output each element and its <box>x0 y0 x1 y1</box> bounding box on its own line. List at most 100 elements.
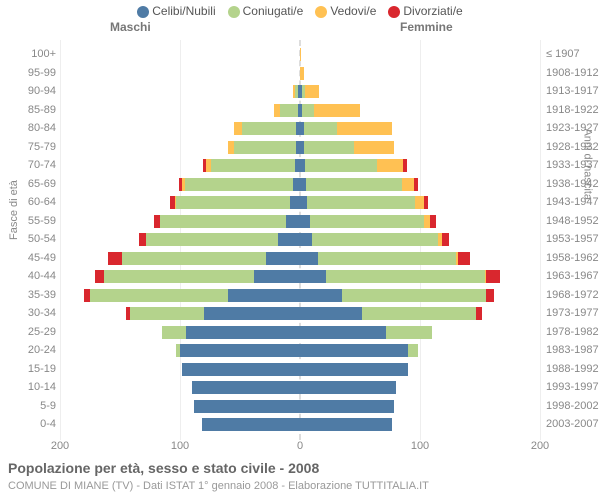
bar-female-divorced <box>476 307 482 320</box>
y-tick-left: 90-94 <box>0 83 56 100</box>
y-tick-right: 1928-1932 <box>546 139 600 156</box>
bar-female-married <box>310 215 424 228</box>
y-tick-left: 30-34 <box>0 305 56 322</box>
bar-male-divorced <box>95 270 105 283</box>
pyramid-row <box>60 65 540 82</box>
bar-female-widowed <box>337 122 392 135</box>
pyramid-row <box>60 139 540 156</box>
pyramid-row <box>60 416 540 433</box>
legend-swatch <box>315 6 327 18</box>
pyramid-row <box>60 194 540 211</box>
bar-male-single <box>194 400 300 413</box>
bar-female-divorced <box>430 215 436 228</box>
y-tick-right: 1923-1927 <box>546 120 600 137</box>
bar-male-widowed <box>234 122 242 135</box>
bar-female-married <box>326 270 484 283</box>
bar-female-single <box>300 252 318 265</box>
y-tick-right: 1908-1912 <box>546 65 600 82</box>
bar-male-married <box>242 122 296 135</box>
bar-male-single <box>180 344 300 357</box>
legend-item: Vedovi/e <box>315 4 376 18</box>
bar-female-married <box>306 178 402 191</box>
y-tick-right: 1973-1977 <box>546 305 600 322</box>
grid-line <box>540 40 541 440</box>
bar-female-divorced <box>414 178 418 191</box>
bar-female-single <box>300 270 326 283</box>
y-tick-left: 25-29 <box>0 324 56 341</box>
bar-male-married <box>185 178 293 191</box>
pyramid-row <box>60 83 540 100</box>
bar-female-married <box>304 122 338 135</box>
y-tick-left: 85-89 <box>0 102 56 119</box>
bar-female-widowed <box>305 85 319 98</box>
bar-male-married <box>104 270 254 283</box>
bar-male-married <box>280 104 298 117</box>
x-tick: 200 <box>531 440 549 452</box>
y-tick-right: 2003-2007 <box>546 416 600 433</box>
bar-female-widowed <box>300 67 304 80</box>
pyramid-row <box>60 176 540 193</box>
pyramid-row <box>60 324 540 341</box>
y-tick-left: 0-4 <box>0 416 56 433</box>
legend-item: Coniugati/e <box>228 4 304 18</box>
y-tick-left: 20-24 <box>0 342 56 359</box>
bar-female-divorced <box>403 159 407 172</box>
legend-swatch <box>137 6 149 18</box>
y-tick-right: 1943-1947 <box>546 194 600 211</box>
y-tick-left: 5-9 <box>0 398 56 415</box>
y-tick-left: 100+ <box>0 46 56 63</box>
y-tick-left: 65-69 <box>0 176 56 193</box>
bar-male-single <box>286 215 300 228</box>
y-tick-left: 35-39 <box>0 287 56 304</box>
bar-male-married <box>234 141 296 154</box>
bar-female-single <box>300 233 312 246</box>
label-males: Maschi <box>110 20 151 34</box>
bar-male-widowed <box>274 104 280 117</box>
y-tick-right: 1953-1957 <box>546 231 600 248</box>
y-tick-right: 1948-1952 <box>546 213 600 230</box>
y-tick-right: 1918-1922 <box>546 102 600 119</box>
bar-male-married <box>130 307 204 320</box>
legend-swatch <box>228 6 240 18</box>
bar-male-married <box>90 289 228 302</box>
y-tick-left: 80-84 <box>0 120 56 137</box>
bar-female-widowed <box>300 48 301 61</box>
y-tick-right: 1938-1942 <box>546 176 600 193</box>
y-tick-left: 60-64 <box>0 194 56 211</box>
bar-male-widowed <box>175 196 176 209</box>
bar-male-single <box>254 270 300 283</box>
pyramid-row <box>60 379 540 396</box>
bar-female-married <box>318 252 456 265</box>
bar-female-widowed <box>402 178 414 191</box>
bar-female-married <box>408 344 418 357</box>
bar-female-single <box>300 307 362 320</box>
y-tick-right: 1993-1997 <box>546 379 600 396</box>
bar-female-widowed <box>314 104 360 117</box>
bar-female-single <box>300 381 396 394</box>
bar-female-single <box>300 196 307 209</box>
bar-male-single <box>228 289 300 302</box>
pyramid-row <box>60 250 540 267</box>
bar-male-married <box>146 233 278 246</box>
bar-male-divorced <box>126 307 130 320</box>
y-tick-right: 1968-1972 <box>546 287 600 304</box>
bar-female-divorced <box>424 196 429 209</box>
y-tick-right: 1933-1937 <box>546 157 600 174</box>
pyramid-row <box>60 46 540 63</box>
pyramid-row <box>60 120 540 137</box>
bar-male-widowed <box>293 85 295 98</box>
y-tick-left: 45-49 <box>0 250 56 267</box>
pyramid-row <box>60 342 540 359</box>
y-tick-left: 10-14 <box>0 379 56 396</box>
bar-female-divorced <box>486 289 494 302</box>
pyramid-row <box>60 268 540 285</box>
bar-female-married <box>386 326 432 339</box>
bar-male-married <box>176 344 180 357</box>
y-tick-left: 50-54 <box>0 231 56 248</box>
bar-male-single <box>278 233 300 246</box>
bar-female-single <box>300 344 408 357</box>
population-pyramid <box>60 40 540 440</box>
chart-subtitle: COMUNE DI MIANE (TV) - Dati ISTAT 1° gen… <box>8 480 429 492</box>
bar-male-divorced <box>179 178 183 191</box>
label-females: Femmine <box>400 20 453 34</box>
